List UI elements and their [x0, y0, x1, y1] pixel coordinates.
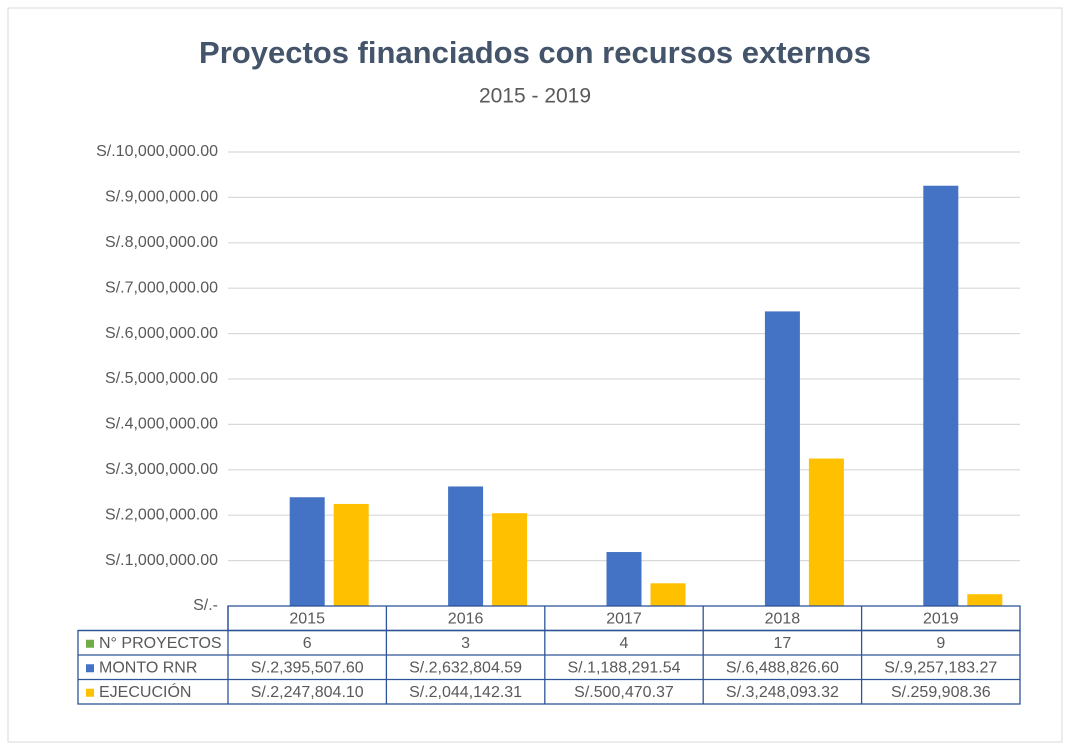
legend-swatch — [86, 664, 94, 673]
y-tick-label: S/.2,000,000.00 — [105, 506, 218, 523]
bar — [448, 486, 484, 606]
x-tick-label: 2019 — [923, 610, 959, 627]
chart-subtitle: 2015 - 2019 — [479, 85, 591, 108]
y-tick-label: S/.4,000,000.00 — [105, 416, 218, 433]
table-cell: S/.9,257,183.27 — [884, 659, 997, 676]
table-cell: 4 — [620, 635, 629, 652]
chart-title: Proyectos financiados con recursos exter… — [199, 35, 871, 70]
legend-label: N° PROYECTOS — [99, 635, 222, 652]
y-tick-label: S/.- — [193, 597, 218, 614]
x-tick-label: 2016 — [448, 610, 484, 627]
legend-swatch — [86, 639, 94, 648]
bar — [289, 497, 325, 606]
bar — [333, 503, 369, 606]
bar — [492, 513, 528, 606]
bar — [967, 594, 1003, 606]
y-tick-label: S/.3,000,000.00 — [105, 461, 218, 478]
bar — [923, 185, 959, 606]
table-cell: 9 — [936, 635, 945, 652]
legend-label: EJECUCIÓN — [99, 682, 191, 701]
table-cell: S/.500,470.37 — [574, 684, 674, 701]
y-tick-label: S/.7,000,000.00 — [105, 279, 218, 296]
bar — [606, 552, 642, 606]
y-tick-label: S/.1,000,000.00 — [105, 552, 218, 569]
table-cell: S/.6,488,826.60 — [726, 659, 839, 676]
y-tick-label: S/.8,000,000.00 — [105, 234, 218, 251]
x-tick-label: 2015 — [289, 610, 325, 627]
bar — [808, 458, 844, 606]
table-cell: 3 — [461, 635, 470, 652]
table-cell: 6 — [303, 635, 312, 652]
bar — [764, 311, 800, 606]
table-cell: 17 — [774, 635, 792, 652]
y-tick-label: S/.10,000,000.00 — [96, 143, 218, 160]
table-cell: S/.2,632,804.59 — [409, 659, 522, 676]
chart-frame — [7, 7, 1063, 743]
table-cell: S/.3,248,093.32 — [726, 684, 839, 701]
x-tick-label: 2017 — [606, 610, 642, 627]
y-tick-label: S/.6,000,000.00 — [105, 325, 218, 342]
y-tick-label: S/.5,000,000.00 — [105, 370, 218, 387]
table-cell: S/.2,247,804.10 — [251, 684, 364, 701]
legend-swatch — [86, 688, 94, 697]
bar — [650, 583, 686, 606]
table-cell: S/.2,395,507.60 — [251, 659, 364, 676]
table-cell: S/.259,908.36 — [891, 684, 991, 701]
x-tick-label: 2018 — [765, 610, 801, 627]
table-cell: S/.1,188,291.54 — [568, 659, 681, 676]
y-tick-label: S/.9,000,000.00 — [105, 189, 218, 206]
table-cell: S/.2,044,142.31 — [409, 684, 522, 701]
legend-label: MONTO RNR — [99, 659, 197, 676]
